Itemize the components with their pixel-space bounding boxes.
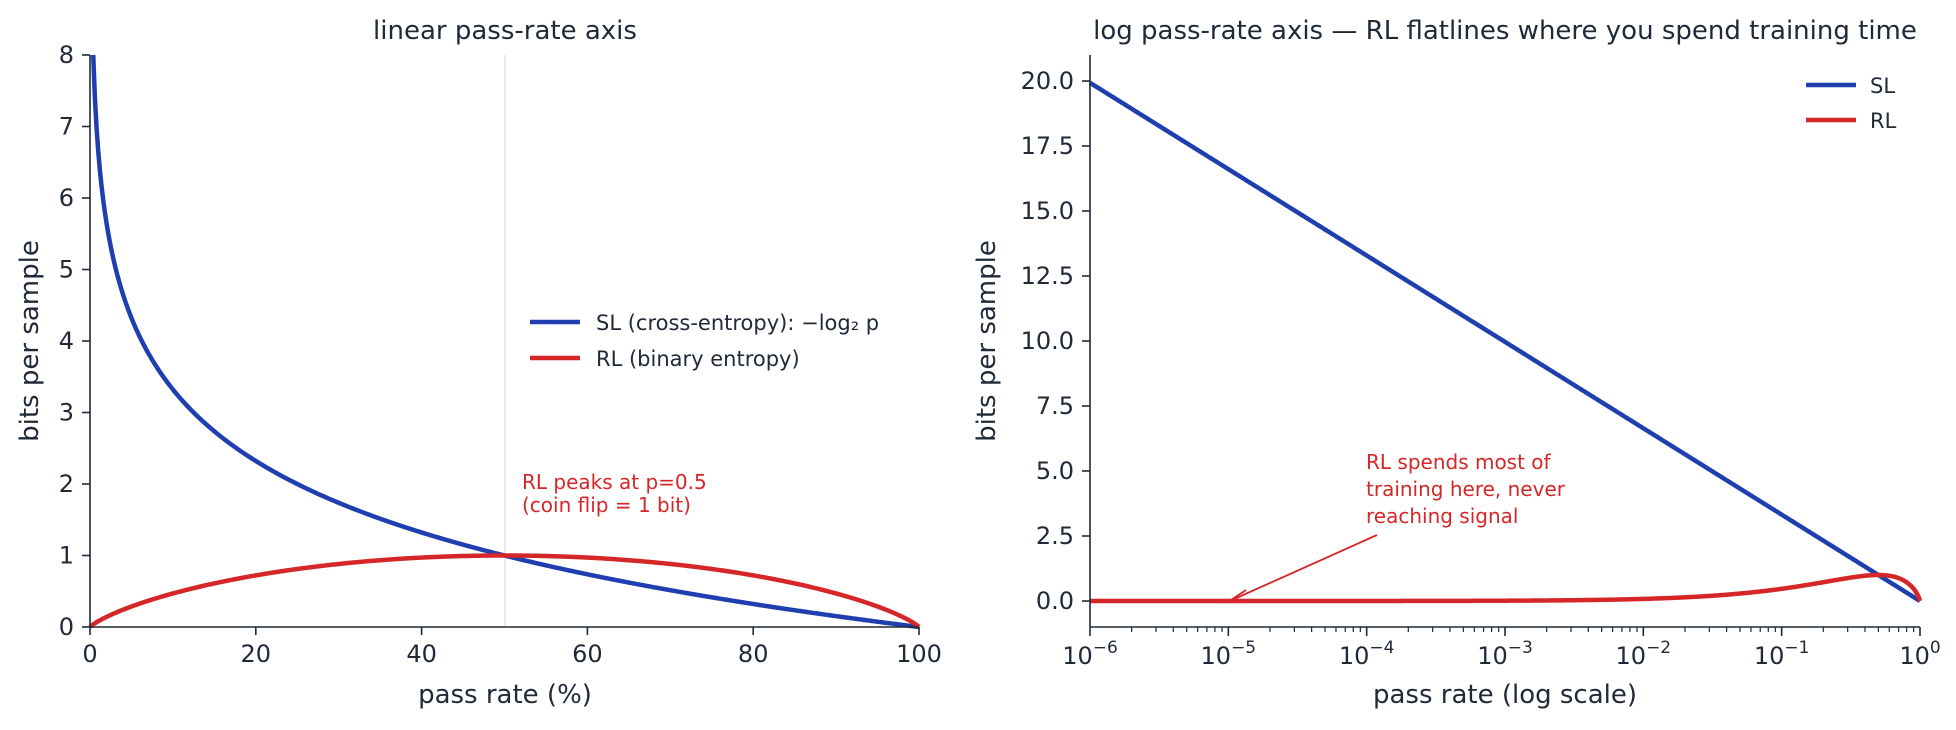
x-tick-label: 10−4 [1339,638,1395,670]
x-tick-label: 100 [896,640,942,668]
y-tick-label: 2.5 [1036,522,1074,550]
rl-flatline-annotation: RL spends most of training here, never r… [1228,450,1566,601]
legend-label-rl-log: RL [1870,109,1897,133]
y-tick-label: 6 [59,184,74,212]
x-tick-label: 10−3 [1477,638,1533,670]
x-tick-label: 40 [406,640,437,668]
linear-x-ticks: 0 20 40 60 80 100 [82,627,942,668]
log-x-ticks: 10−6 10−5 10−4 10−3 10−2 10−1 100 [1062,627,1941,670]
y-tick-label: 7.5 [1036,392,1074,420]
log-x-axis-label: pass rate (log scale) [1373,680,1637,710]
y-tick-label: 5 [59,256,74,284]
log-chart-title: log pass-rate axis — RL flatlines where … [1093,16,1917,46]
annotation-arrow-line [1231,534,1378,601]
annotation-arrow-head [1228,589,1248,601]
y-tick-label: 12.5 [1021,262,1074,290]
y-tick-label: 3 [59,399,74,427]
rl-peak-annotation-line-2: (coin flip = 1 bit) [522,493,691,517]
rl-peak-annotation-line-1: RL peaks at p=0.5 [522,470,707,494]
sl-curve-log [1088,80,1922,603]
legend-label-sl: SL (cross-entropy): −log₂ p [596,311,879,335]
x-tick-label: 60 [572,640,603,668]
x-tick-label: 10−5 [1201,638,1257,670]
sl-curve-linear [90,54,920,630]
rl-curve-log [1090,572,1923,604]
rl-flatline-annotation-line-3: reaching signal [1366,504,1518,528]
y-tick-label: 1 [59,542,74,570]
y-tick-label: 2 [59,470,74,498]
linear-chart-panel: linear pass-rate axis 0 20 40 60 80 100 0 1 2 3 4… [15,16,942,710]
linear-y-ticks: 0 1 2 3 4 5 6 7 8 [59,41,90,641]
y-tick-label: 5.0 [1036,457,1074,485]
legend-label-sl-log: SL [1870,74,1895,98]
y-tick-label: 10.0 [1021,327,1074,355]
y-tick-label: 0.0 [1036,587,1074,615]
log-y-ticks: 0.0 2.5 5.0 7.5 10.0 12.5 15.0 17.5 20.0 [1021,67,1090,615]
x-tick-label: 10−1 [1754,638,1810,670]
log-legend: SL RL [1806,74,1897,133]
x-tick-label: 100 [1899,638,1940,670]
y-tick-label: 20.0 [1021,67,1074,95]
linear-x-axis-label: pass rate (%) [418,680,592,710]
linear-y-axis-label: bits per sample [15,240,45,442]
log-y-axis-label: bits per sample [972,240,1002,442]
y-tick-label: 8 [59,41,74,69]
y-tick-label: 17.5 [1021,132,1074,160]
legend-label-rl: RL (binary entropy) [596,347,800,371]
rl-peak-annotation: RL peaks at p=0.5 (coin flip = 1 bit) [522,470,707,517]
x-tick-label: 80 [738,640,769,668]
log-chart-panel: log pass-rate axis — RL flatlines where … [972,16,1941,710]
x-tick-label: 0 [82,640,97,668]
linear-chart-title: linear pass-rate axis [373,16,637,46]
x-tick-label: 20 [241,640,272,668]
log-series-group [1088,80,1923,604]
y-tick-label: 0 [59,613,74,641]
y-tick-label: 4 [59,327,74,355]
x-tick-label: 10−6 [1062,638,1118,670]
rl-flatline-annotation-line-2: training here, never [1366,477,1566,501]
y-tick-label: 7 [59,113,74,141]
linear-series-group [88,54,921,630]
x-tick-label: 10−2 [1616,638,1672,670]
linear-legend: SL (cross-entropy): −log₂ p RL (binary e… [530,311,879,371]
rl-flatline-annotation-line-1: RL spends most of [1366,450,1552,474]
rl-curve-linear [88,553,921,629]
y-tick-label: 15.0 [1021,197,1074,225]
